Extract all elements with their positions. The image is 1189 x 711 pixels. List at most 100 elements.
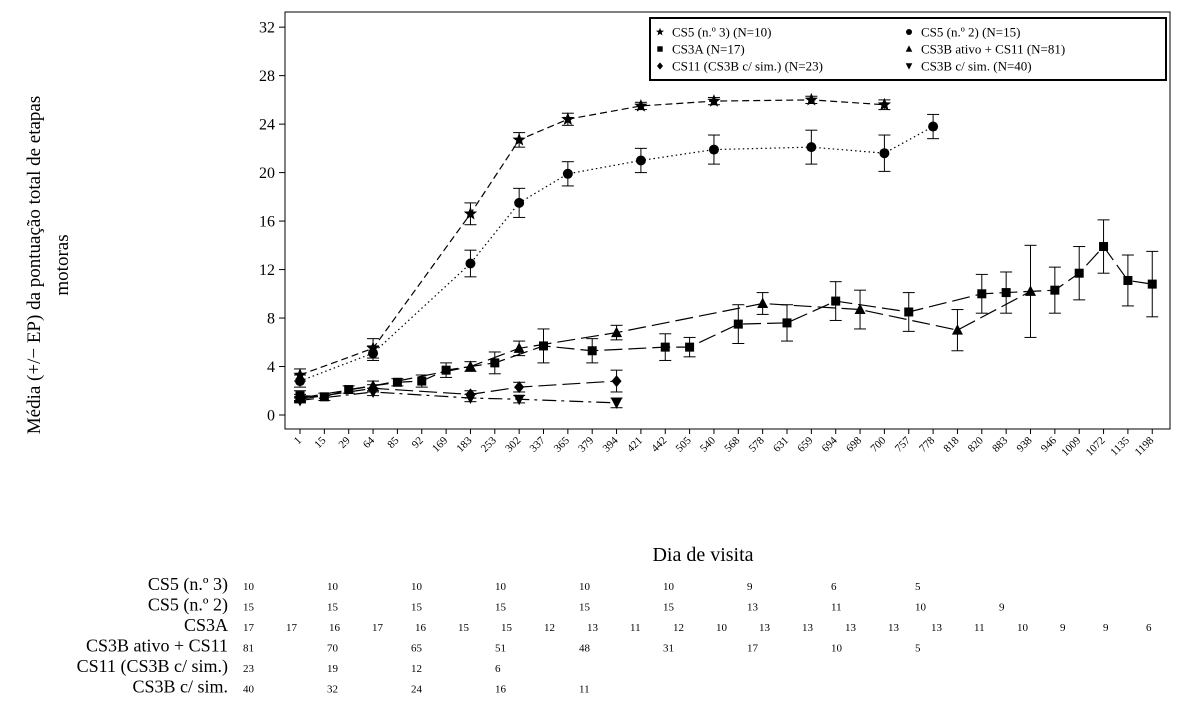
x-tick-label: 631	[771, 435, 791, 455]
n-cell: 5	[915, 581, 921, 593]
n-cell: 6	[831, 581, 837, 593]
n-cell: 15	[579, 602, 591, 614]
x-tick-label: 1	[292, 435, 304, 447]
data-point	[806, 142, 817, 153]
data-point	[562, 168, 573, 179]
series-group	[294, 369, 623, 406]
n-cell: 6	[1146, 622, 1152, 634]
data-point	[685, 342, 695, 352]
data-point	[804, 92, 819, 106]
legend-label: CS3B c/ sim. (N=40)	[921, 59, 1032, 74]
data-point	[1025, 285, 1036, 296]
x-tick-label: 578	[747, 434, 768, 455]
n-cell: 11	[974, 622, 985, 634]
data-point	[513, 342, 525, 353]
y-tick-label: 20	[259, 165, 275, 182]
n-row-label: CS3B ativo + CS11	[86, 636, 228, 656]
data-point	[977, 289, 987, 299]
series-group	[294, 113, 940, 388]
data-series	[293, 92, 1159, 409]
x-tick-label: 757	[893, 434, 914, 455]
n-cell: 10	[915, 602, 927, 614]
n-cell: 12	[411, 663, 422, 675]
n-cell: 11	[579, 684, 590, 696]
n-cell: 9	[999, 602, 1005, 614]
data-point	[757, 297, 769, 308]
n-row-label: CS3B c/ sim.	[132, 677, 228, 697]
data-point	[368, 348, 379, 359]
x-tick-label: 302	[503, 435, 523, 455]
n-cell: 24	[411, 684, 423, 696]
data-point	[417, 376, 427, 386]
n-cell: 11	[831, 602, 842, 614]
data-point	[611, 375, 622, 388]
x-tick-label: 820	[966, 434, 987, 455]
legend-label: CS5 (n.º 3) (N=10)	[672, 25, 771, 40]
x-tick-label: 818	[941, 434, 962, 455]
data-point	[463, 206, 478, 220]
x-tick-label: 568	[722, 434, 743, 455]
data-point	[611, 326, 623, 338]
x-tick-label: 883	[990, 434, 1011, 455]
y-axis-title-line: motoras	[52, 234, 73, 295]
legend-label: CS5 (n.º 2) (N=15)	[921, 25, 1020, 40]
x-tick-label: 64	[361, 434, 378, 451]
data-point	[513, 394, 525, 406]
x-tick-label: 700	[868, 434, 889, 455]
data-point	[319, 392, 329, 402]
y-axis-title-line: Média (+/− EP) da pontuação total de eta…	[24, 96, 45, 435]
x-tick-label: 169	[430, 434, 451, 455]
y-axis: 0 4 8 12 16 20 24 28 32	[259, 11, 1171, 430]
x-tick-label: 778	[917, 434, 938, 455]
n-cell: 32	[327, 684, 338, 696]
data-point	[634, 98, 648, 112]
legend-label: CS3A (N=17)	[672, 42, 745, 57]
n-cell: 10	[243, 581, 255, 593]
x-tick-label: 1072	[1084, 435, 1108, 459]
n-row-label: CS3A	[184, 615, 228, 635]
n-cell: 31	[663, 643, 674, 655]
n-cell: 16	[415, 622, 427, 634]
legend-marker	[657, 46, 663, 52]
n-cell: 11	[630, 622, 641, 634]
data-point	[1123, 275, 1133, 285]
x-tick-label: 421	[625, 435, 645, 455]
legend-label: CS3B ativo + CS11 (N=81)	[921, 42, 1065, 57]
n-cell: 9	[1103, 622, 1109, 634]
data-point	[904, 307, 914, 317]
n-cell: 17	[747, 643, 759, 655]
n-cell: 10	[663, 581, 675, 593]
series-line	[299, 245, 1153, 398]
data-point	[951, 324, 963, 335]
n-cell: 6	[495, 663, 501, 675]
x-tick-label: 698	[844, 434, 865, 455]
series-group	[293, 92, 892, 382]
legend-marker	[906, 29, 912, 35]
data-point	[514, 381, 525, 394]
data-point	[367, 387, 379, 398]
n-cell: 17	[372, 622, 384, 634]
x-tick-label: 938	[1014, 434, 1035, 455]
n-cell: 13	[888, 622, 900, 634]
x-tick-label: 1009	[1059, 434, 1083, 458]
n-cell: 15	[663, 602, 675, 614]
n-cell: 15	[243, 602, 255, 614]
x-tick-label: 394	[601, 434, 622, 455]
n-cell: 51	[495, 643, 506, 655]
n-cell: 13	[931, 622, 943, 634]
n-cell: 13	[802, 622, 814, 634]
n-row-label: CS11 (CS3B c/ sim.)	[77, 656, 228, 677]
y-axis-title-text: Média (+/− EP) da pontuação total de eta…	[24, 96, 73, 435]
x-tick-label: 29	[337, 434, 354, 451]
data-point	[587, 346, 597, 356]
n-cell: 17	[243, 622, 255, 634]
x-axis: 1 15 29 64 85 92 169 183 253 302 337 365 379 394 421 44…	[292, 429, 1157, 459]
n-cell: 15	[411, 602, 423, 614]
data-point	[294, 395, 306, 407]
x-tick-label: 694	[820, 434, 841, 455]
data-point	[1074, 268, 1084, 278]
legend-marker	[656, 27, 664, 36]
legend: CS5 (n.º 3) (N=10) CS5 (n.º 2) (N=15) CS3A…	[649, 17, 1167, 81]
n-cell: 13	[747, 602, 759, 614]
